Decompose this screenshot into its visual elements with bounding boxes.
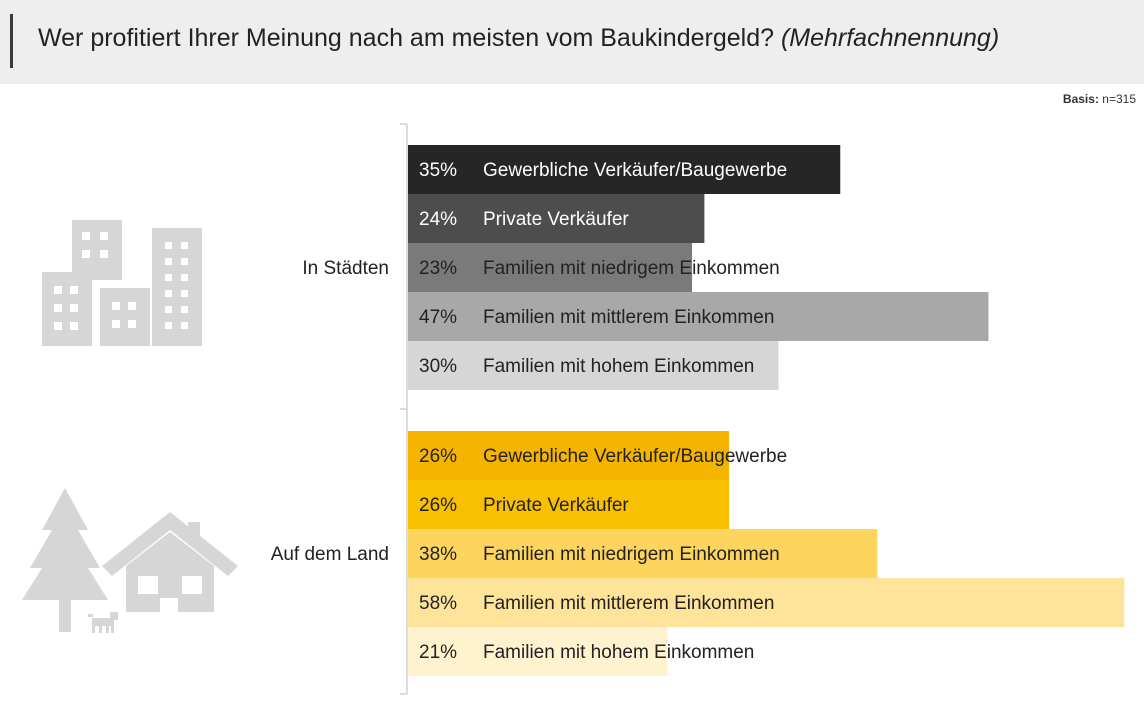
page-title: Wer profitiert Ihrer Meinung nach am mei… [38,24,999,53]
bar-category-label: Familien mit mittlerem Einkommen [483,307,774,328]
bar-category-label: Gewerbliche Verkäufer/Baugewerbe [483,446,787,467]
bar [408,341,779,390]
bar [408,480,730,529]
bar-category-label: Private Verkäufer [483,495,629,516]
bar [408,529,878,578]
dog-icon [88,612,118,633]
tree-icon [22,488,108,632]
bar-value-label: 58% [419,593,457,614]
bar [408,627,668,676]
basis-note: Basis: n=315 [1063,92,1136,106]
bar-category-label: Gewerbliche Verkäufer/Baugewerbe [483,160,787,181]
bar-category-label: Private Verkäufer [483,209,629,230]
header: Wer profitiert Ihrer Meinung nach am mei… [0,0,1144,84]
bar-value-label: 38% [419,544,457,565]
header-accent-bar [10,14,13,68]
city-buildings-icon [42,220,202,346]
bar [408,145,841,194]
bar [408,194,705,243]
group-label: Auf dem Land [271,544,389,565]
bar-category-label: Familien mit hohem Einkommen [483,356,754,377]
bar-value-label: 24% [419,209,457,230]
bar-value-label: 30% [419,356,457,377]
house-icon [102,512,238,612]
bar-value-label: 35% [419,160,457,181]
bar-category-label: Familien mit hohem Einkommen [483,642,754,663]
basis-label: Basis: [1062,92,1099,106]
bar-category-label: Familien mit niedrigem Einkommen [483,258,780,279]
bar [408,578,1125,627]
bar-value-label: 47% [419,307,457,328]
bar-value-label: 26% [419,495,457,516]
group-label: In Städten [302,258,389,279]
bar-category-label: Familien mit niedrigem Einkommen [483,544,780,565]
bar-value-label: 21% [419,642,457,663]
title-text: Wer profitiert Ihrer Meinung nach am mei… [38,24,774,52]
bar-value-label: 26% [419,446,457,467]
bars-layer: In Städten 35% Gewerbliche Verkäufer/Bauge… [271,145,1125,676]
axis-bracket [400,123,408,695]
bar [408,292,989,341]
bar-value-label: 23% [419,258,457,279]
bar-category-label: Familien mit mittlerem Einkommen [483,593,774,614]
bar [408,431,730,480]
basis-value: n=315 [1102,92,1136,106]
bar [408,243,693,292]
title-note: (Mehrfachnennung) [780,24,1000,52]
